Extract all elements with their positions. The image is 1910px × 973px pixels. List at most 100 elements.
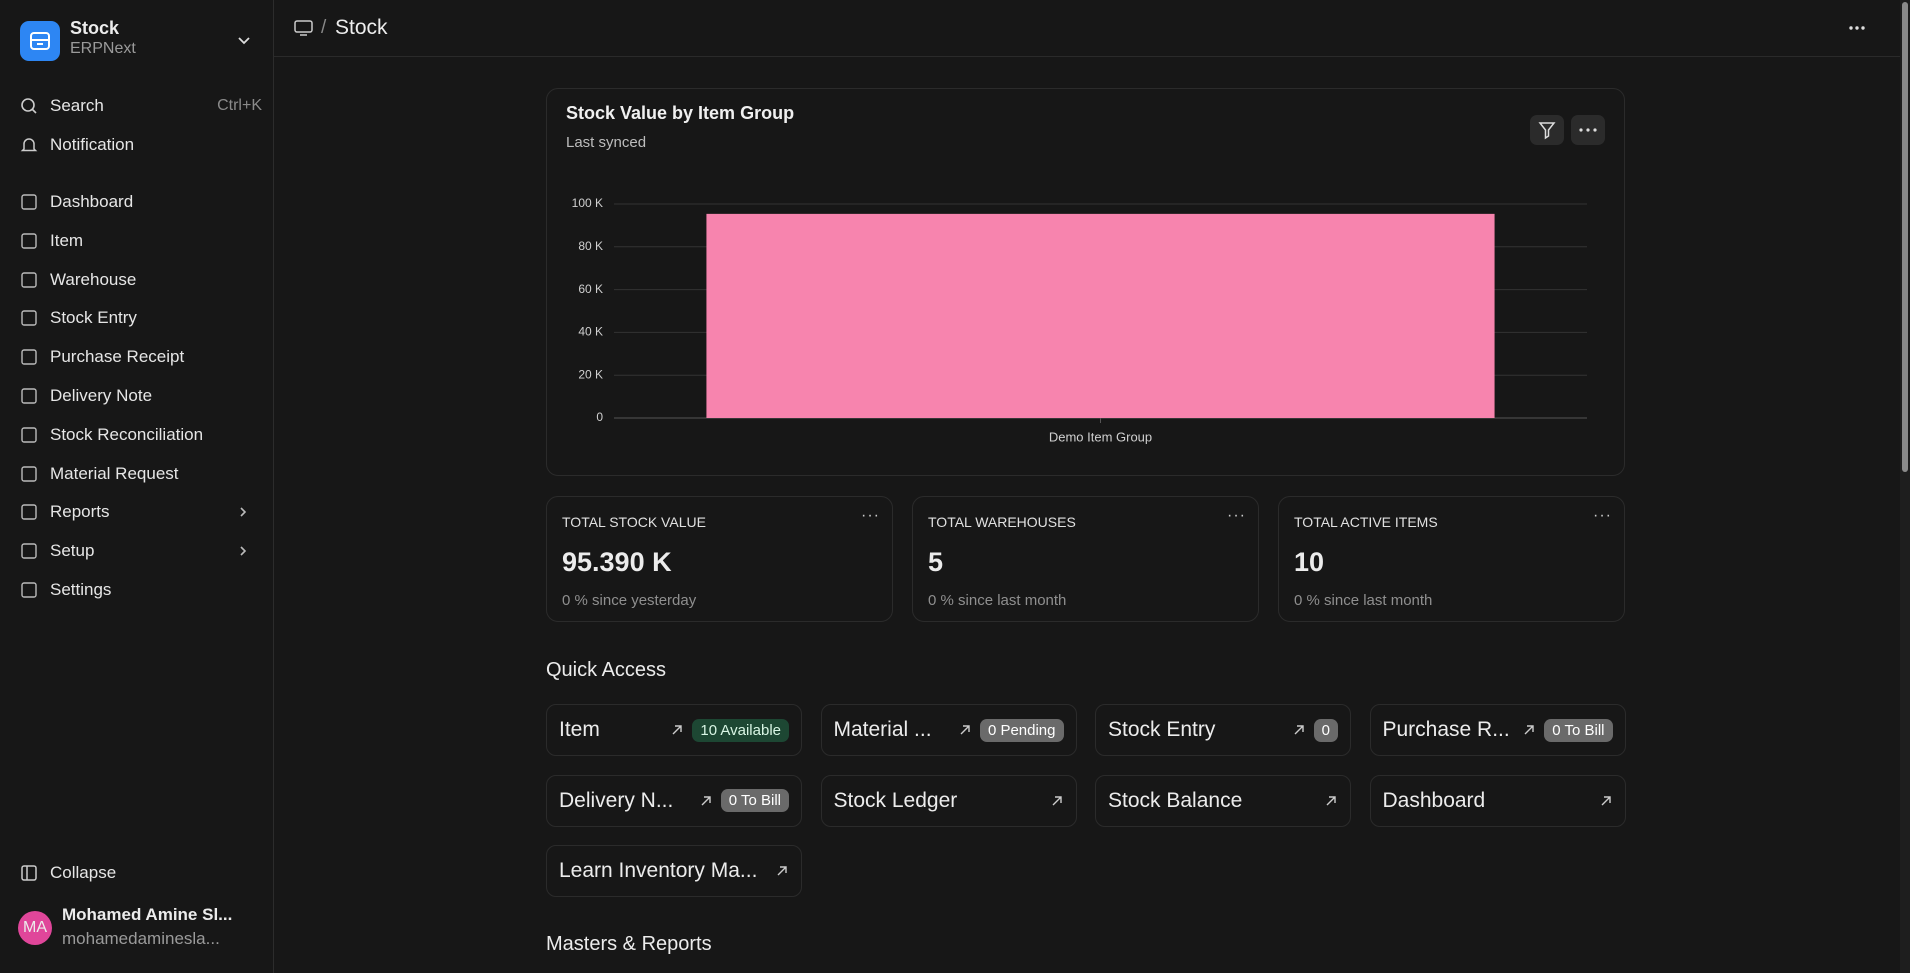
search[interactable]: Search Ctrl+K — [20, 88, 262, 124]
badge: 0 — [1313, 718, 1338, 742]
scroll-thumb[interactable] — [1902, 2, 1908, 472]
badge: 0 Pending — [979, 718, 1064, 742]
shortcut-label: Purchase R... — [1382, 718, 1510, 741]
icon-shape — [21, 388, 37, 404]
nav-icon — [21, 271, 37, 288]
nav-item[interactable]: Warehouse — [20, 262, 262, 298]
notification[interactable]: Notification — [20, 127, 262, 163]
card-menu[interactable]: ··· — [1227, 507, 1246, 524]
shortcut-label: Stock Balance — [1108, 788, 1243, 812]
card-menu[interactable]: ··· — [861, 507, 880, 524]
search-label: Search — [50, 96, 104, 115]
nav-item[interactable]: Settings — [20, 572, 262, 608]
nav-label: Warehouse — [50, 269, 137, 289]
link-arrow — [672, 725, 683, 735]
icon-shape — [21, 233, 37, 249]
nav-chevron — [240, 507, 247, 517]
nav-icon — [21, 310, 37, 327]
icon-shape — [21, 465, 37, 482]
nav-label: Reports — [50, 502, 110, 522]
icon-shape — [21, 349, 37, 365]
link-arrow — [1524, 725, 1534, 735]
card-label: TOTAL STOCK VALUE — [562, 514, 706, 530]
nav-item[interactable]: Delivery Note — [20, 378, 262, 414]
card-label: TOTAL WAREHOUSES — [928, 514, 1076, 530]
nav-item[interactable]: Reports — [20, 494, 262, 530]
shortcut[interactable]: Learn Inventory Ma... — [546, 845, 802, 897]
y-tick-label: 100 K — [572, 196, 603, 210]
nav-item[interactable]: Material Request — [20, 456, 262, 492]
app-switch[interactable] — [236, 32, 252, 48]
desk-icon[interactable] — [294, 19, 314, 37]
bar[interactable] — [706, 213, 1495, 418]
collapse[interactable]: Collapse — [20, 855, 262, 891]
badge: 10 Available — [692, 718, 789, 742]
nav-chevron — [240, 546, 247, 556]
shortcut-label: Delivery N... — [559, 788, 674, 812]
nav-label: Stock Entry — [50, 308, 137, 328]
sidebar: Stock ERPNext Search Ctrl+K Notification … — [0, 0, 274, 973]
shortcut-label: Stock Entry — [1108, 718, 1216, 741]
shortcut[interactable]: Stock Entry 0 — [1095, 704, 1351, 756]
nav-icon — [21, 349, 37, 365]
link-arrow — [701, 795, 711, 805]
notification-label: Notification — [50, 135, 135, 154]
y-tick-label: 20 K — [578, 367, 603, 381]
card-label: TOTAL ACTIVE ITEMS — [1294, 514, 1438, 530]
badge: 0 To Bill — [720, 789, 789, 812]
shortcut[interactable]: Delivery N... 0 To Bill — [546, 774, 802, 827]
nav-label: Purchase Receipt — [50, 347, 185, 367]
arrow — [1601, 795, 1611, 805]
arrow — [1524, 725, 1534, 735]
breadcrumb-title[interactable]: Stock — [335, 16, 388, 39]
arrow — [1052, 795, 1062, 805]
chevron — [240, 546, 247, 556]
nav-item[interactable]: Setup — [20, 533, 262, 569]
nav-icon — [21, 194, 37, 210]
app-subtitle: ERPNext — [70, 40, 136, 57]
shortcut-label: Item — [559, 718, 600, 741]
nav-icon — [21, 427, 37, 443]
scrollbar — [1900, 0, 1910, 973]
link-arrow — [960, 725, 970, 735]
chart-card: Stock Value by Item Group Last synced 0 2… — [546, 88, 1625, 476]
dot — [1586, 128, 1590, 132]
shortcut[interactable]: Dashboard — [1369, 774, 1626, 827]
nav-icon — [21, 543, 37, 559]
icon-shape — [21, 427, 37, 443]
chart-subtitle: Last synced — [566, 134, 646, 151]
icon-shape — [21, 543, 37, 559]
chart: Stock Value by Item Group Last synced 0 2… — [566, 103, 1605, 444]
nav-item[interactable]: Dashboard — [20, 184, 262, 220]
card-value: 10 — [1294, 547, 1325, 577]
section-title: Quick Access — [546, 659, 667, 681]
link-arrow — [777, 866, 787, 876]
link-arrow — [1601, 795, 1611, 805]
filter-button[interactable] — [1530, 115, 1564, 145]
card-value: 95.390 K — [562, 547, 672, 577]
card-footer: 0 % since yesterday — [562, 592, 697, 609]
icon-shape — [21, 504, 37, 521]
number-card: TOTAL WAREHOUSES ··· 5 0 % since last month — [912, 496, 1259, 622]
shortcut[interactable]: Stock Balance — [1095, 774, 1351, 827]
avatar[interactable]: MA — [18, 911, 52, 945]
nav-item[interactable]: Stock Reconciliation — [20, 417, 262, 453]
card-footer: 0 % since last month — [928, 592, 1067, 609]
app-name[interactable]: Stock — [70, 18, 120, 38]
shortcut[interactable]: Stock Ledger — [820, 774, 1077, 827]
arrow — [1294, 725, 1304, 735]
nav-item[interactable]: Purchase Receipt — [20, 339, 262, 375]
nav-icon — [21, 504, 37, 521]
chart-title: Stock Value by Item Group — [566, 103, 794, 123]
shortcut[interactable]: Purchase R... 0 To Bill — [1369, 704, 1626, 756]
arrow — [960, 725, 970, 735]
y-tick-label: 0 — [596, 410, 603, 424]
search-shortcut: Ctrl+K — [217, 97, 262, 114]
page-menu[interactable] — [1847, 20, 1867, 36]
shortcut[interactable]: Item 10 Available — [546, 704, 802, 756]
nav-item[interactable]: Item — [20, 223, 262, 259]
shortcut[interactable]: Material ... 0 Pending — [820, 704, 1077, 756]
app-logo[interactable] — [20, 21, 60, 61]
card-menu[interactable]: ··· — [1593, 507, 1612, 524]
nav-item[interactable]: Stock Entry — [20, 300, 262, 336]
